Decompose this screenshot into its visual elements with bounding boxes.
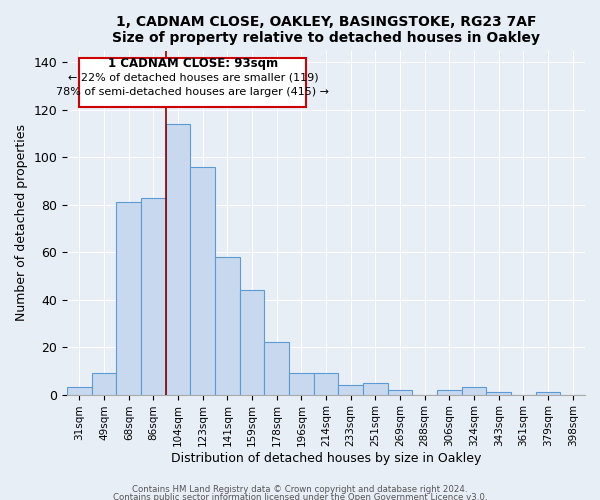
Bar <box>265 342 289 394</box>
Title: 1, CADNAM CLOSE, OAKLEY, BASINGSTOKE, RG23 7AF
Size of property relative to deta: 1, CADNAM CLOSE, OAKLEY, BASINGSTOKE, RG… <box>112 15 540 45</box>
Bar <box>388 390 412 394</box>
Y-axis label: Number of detached properties: Number of detached properties <box>15 124 28 321</box>
Bar <box>363 382 388 394</box>
Bar <box>487 392 511 394</box>
Bar <box>67 388 92 394</box>
Text: ← 22% of detached houses are smaller (119): ← 22% of detached houses are smaller (11… <box>68 73 318 83</box>
Bar <box>240 290 265 395</box>
Bar <box>314 373 338 394</box>
Bar <box>289 373 314 394</box>
Bar <box>116 202 141 394</box>
Bar <box>190 167 215 394</box>
Bar <box>166 124 190 394</box>
Bar <box>462 388 487 394</box>
Text: 78% of semi-detached houses are larger (415) →: 78% of semi-detached houses are larger (… <box>56 87 329 97</box>
Text: 1 CADNAM CLOSE: 93sqm: 1 CADNAM CLOSE: 93sqm <box>108 57 278 70</box>
Text: Contains HM Land Registry data © Crown copyright and database right 2024.: Contains HM Land Registry data © Crown c… <box>132 484 468 494</box>
FancyBboxPatch shape <box>79 58 307 108</box>
Bar <box>141 198 166 394</box>
Bar <box>92 373 116 394</box>
Bar <box>536 392 560 394</box>
X-axis label: Distribution of detached houses by size in Oakley: Distribution of detached houses by size … <box>171 452 481 465</box>
Bar <box>215 257 240 394</box>
Text: Contains public sector information licensed under the Open Government Licence v3: Contains public sector information licen… <box>113 492 487 500</box>
Bar <box>437 390 462 394</box>
Bar <box>338 385 363 394</box>
